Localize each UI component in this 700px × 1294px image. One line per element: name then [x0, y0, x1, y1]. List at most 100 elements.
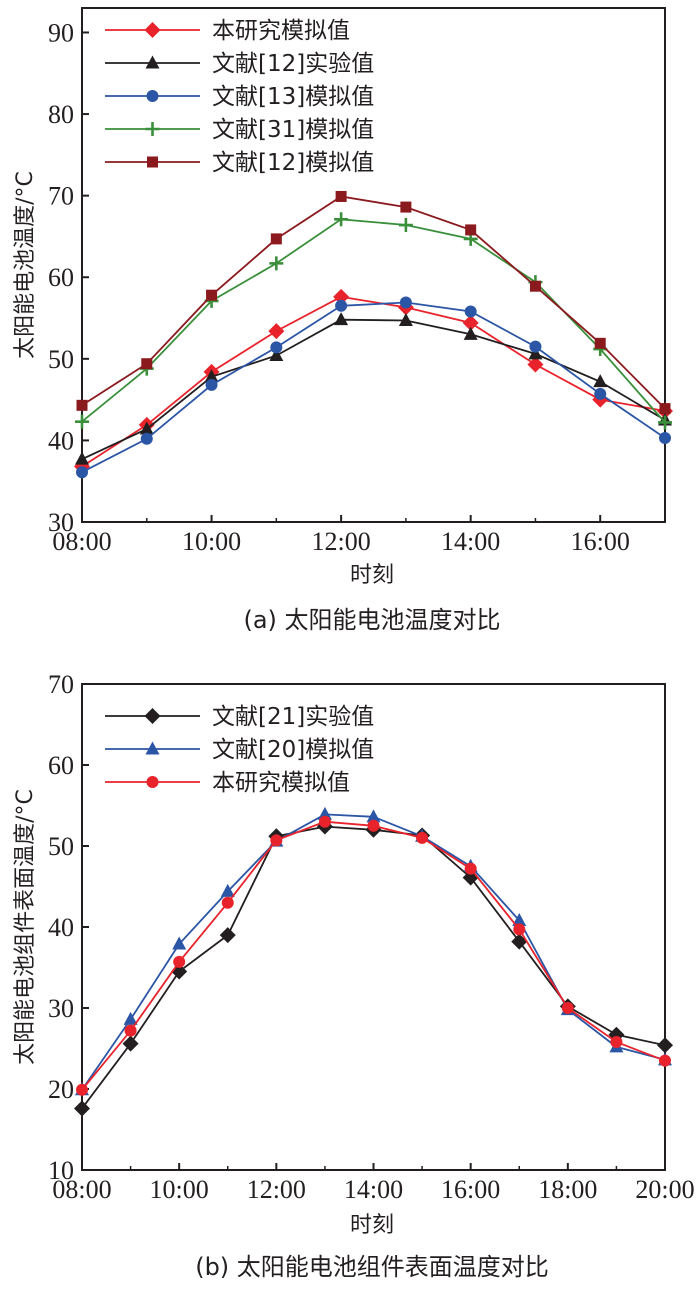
data-point [398, 312, 413, 326]
x-tick-label: 12:00 [311, 527, 370, 556]
y-tick-label: 90 [48, 18, 74, 47]
x-tick-label: 20:00 [635, 1175, 694, 1204]
data-point [529, 340, 542, 353]
x-tick-label: 18:00 [538, 1175, 597, 1204]
data-point [219, 927, 236, 944]
data-point [76, 466, 88, 479]
data-point [269, 256, 284, 271]
data-point [74, 1100, 90, 1117]
legend-item: 本研究模拟值 [105, 18, 350, 44]
data-point [400, 201, 412, 213]
plot-frame [81, 7, 666, 523]
x-axis-label: 时刻 [350, 1213, 394, 1238]
data-point [512, 913, 527, 927]
y-tick-label: 70 [48, 182, 74, 211]
data-point [123, 1011, 138, 1025]
legend-label: 文献[21]实验值 [212, 704, 374, 730]
data-point [659, 1054, 671, 1067]
legend-marker [146, 90, 159, 102]
legend-item: 文献[13]模拟值 [105, 84, 374, 110]
y-axis-label: 太阳能电池组件表面温度/°C [13, 789, 38, 1065]
data-point [76, 1083, 88, 1096]
data-point [75, 414, 89, 429]
series-line [81, 813, 666, 1091]
data-point [270, 233, 282, 245]
legend-marker [144, 708, 161, 724]
x-tick-label: 14:00 [441, 527, 500, 556]
data-point [140, 432, 153, 445]
data-point [335, 299, 348, 312]
data-point [122, 1035, 139, 1052]
legend-marker [144, 22, 161, 38]
legend-label: 文献[13]模拟值 [212, 84, 374, 110]
chart-caption: (b) 太阳能电池组件表面温度对比 [195, 1253, 549, 1281]
data-point [124, 1024, 137, 1037]
data-point [141, 358, 153, 370]
data-point [335, 190, 347, 202]
data-point [268, 323, 285, 340]
data-point [75, 451, 89, 465]
y-tick-label: 60 [48, 751, 74, 780]
data-point [659, 431, 671, 444]
legend-item: 文献[12]模拟值 [105, 150, 374, 176]
y-tick-label: 50 [48, 832, 74, 861]
x-tick-label: 16:00 [441, 1175, 500, 1204]
legend-label: 文献[12]模拟值 [212, 150, 374, 176]
data-point [318, 815, 331, 828]
data-point [561, 1002, 574, 1014]
data-point [221, 896, 234, 909]
chart-caption: (a) 太阳能电池温度对比 [243, 606, 500, 634]
legend-marker [146, 776, 159, 788]
legend-label: 文献[20]模拟值 [212, 737, 374, 763]
legend-label: 本研究模拟值 [212, 18, 350, 44]
data-point [657, 1037, 673, 1054]
legend-label: 文献[31]模拟值 [212, 117, 374, 143]
data-point [139, 421, 154, 435]
data-point [511, 933, 528, 950]
data-point [659, 403, 671, 415]
data-point [416, 831, 429, 844]
y-axis-label: 太阳能电池温度/°C [13, 171, 38, 359]
legend-label: 文献[12]实验值 [212, 51, 374, 77]
y-tick-label: 60 [48, 263, 74, 292]
data-point [270, 834, 283, 847]
x-tick-label: 12:00 [247, 1175, 306, 1204]
x-tick-label: 14:00 [344, 1175, 403, 1204]
data-point [220, 883, 235, 897]
data-point [462, 314, 479, 331]
data-point [464, 862, 477, 875]
series-ref-12-experimental [75, 312, 672, 465]
legend-item: 本研究模拟值 [105, 770, 350, 796]
data-point [610, 1036, 623, 1049]
x-tick-label: 08:00 [52, 1175, 111, 1204]
data-point [398, 218, 413, 233]
series-ref-12-simulated [76, 190, 671, 415]
series-line [81, 318, 666, 461]
series-line [81, 301, 666, 473]
y-tick-label: 70 [48, 670, 74, 699]
data-point [366, 809, 381, 823]
series-ref-13-simulated [76, 296, 671, 479]
x-tick-label: 10:00 [182, 527, 241, 556]
y-tick-label: 50 [48, 345, 74, 374]
data-point [463, 326, 478, 340]
data-point [594, 387, 607, 400]
x-tick-label: 08:00 [52, 527, 111, 556]
y-tick-label: 20 [48, 1075, 74, 1104]
y-tick-label: 40 [48, 426, 74, 455]
x-tick-label: 16:00 [571, 527, 630, 556]
chart-b: 时刻 太阳能电池组件表面温度/°C (b) 太阳能电池组件表面温度对比 10 20… [13, 670, 695, 1281]
data-point [206, 289, 218, 301]
data-point [205, 378, 218, 391]
legend-item: 文献[12]实验值 [105, 51, 374, 77]
data-point [528, 346, 543, 360]
x-axis-label: 时刻 [350, 563, 394, 588]
chart-a: 时刻 太阳能电池温度/°C (a) 太阳能电池温度对比 30 40 50 60 70 80… [13, 7, 673, 634]
legend-item: 文献[21]实验值 [105, 704, 374, 730]
data-point [269, 348, 284, 362]
series-ref-20-simulated [75, 806, 672, 1096]
data-point [399, 296, 412, 309]
data-point [270, 341, 283, 354]
y-tick-label: 10 [48, 1156, 74, 1185]
